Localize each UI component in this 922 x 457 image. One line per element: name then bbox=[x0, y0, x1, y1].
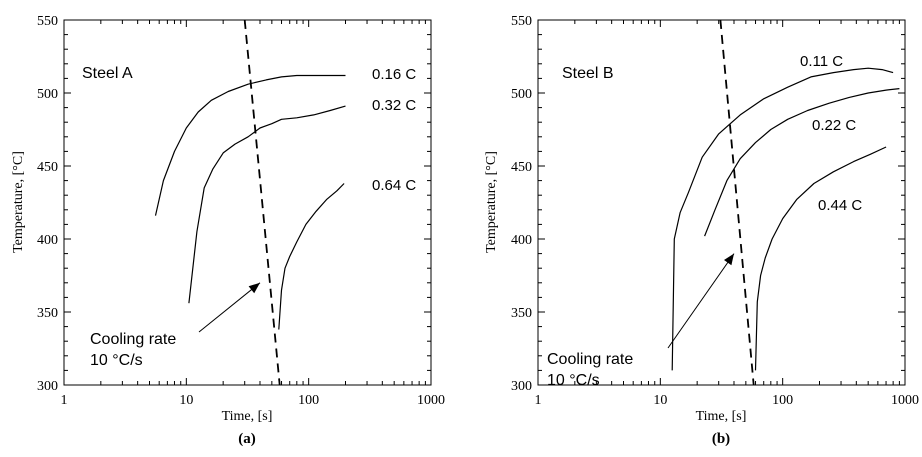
annotation-line2-a: 10 °C/s bbox=[90, 352, 143, 369]
y-tick-label: 450 bbox=[37, 160, 58, 175]
series-line-0-64-c bbox=[278, 183, 345, 330]
series-label: 0.32 C bbox=[372, 97, 416, 114]
series-label: 0.22 C bbox=[812, 117, 856, 134]
y-tick-label: 350 bbox=[511, 306, 532, 321]
x-tick-label: 1 bbox=[535, 393, 542, 408]
series-label: 0.44 C bbox=[818, 197, 862, 214]
plot-frame-b bbox=[537, 19, 906, 386]
series-line-0-11-c bbox=[671, 67, 894, 371]
x-tick-label: 1 bbox=[61, 393, 68, 408]
steel-label-a: Steel A bbox=[82, 65, 133, 82]
steel-label-b: Steel B bbox=[562, 65, 614, 82]
tick-marks-a bbox=[63, 19, 432, 386]
annotation-line2-b: 10 °C/s bbox=[547, 372, 600, 389]
y-tick-label: 300 bbox=[37, 379, 58, 394]
tick-labels-a: 1 10 100 1000 300 350 400 450 500 550 bbox=[37, 14, 445, 408]
x-tick-label: 10 bbox=[653, 393, 667, 408]
x-tick-label: 10 bbox=[179, 393, 193, 408]
series-label: 0.16 C bbox=[372, 66, 416, 83]
y-tick-label: 500 bbox=[511, 87, 532, 102]
y-tick-label: 400 bbox=[511, 233, 532, 248]
y-tick-label: 400 bbox=[37, 233, 58, 248]
y-tick-label: 500 bbox=[37, 87, 58, 102]
series-line-0-32-c bbox=[188, 105, 346, 304]
annotation-arrow-head bbox=[724, 253, 734, 266]
y-axis-label-b: Temperature, [°C] bbox=[484, 151, 499, 253]
annotation-line1-a: Cooling rate bbox=[90, 331, 176, 348]
y-axis-label-a: Temperature, [°C] bbox=[11, 151, 26, 253]
chart-panel-b: 1 10 100 1000 300 350 400 450 500 550 0.11 C 0.22 … bbox=[484, 14, 919, 447]
plot-frame-a bbox=[63, 19, 432, 386]
tick-labels-b: 1 10 100 1000 300 350 400 450 500 550 bbox=[511, 14, 919, 408]
annotation-line1-b: Cooling rate bbox=[547, 351, 633, 368]
x-axis-label-a: Time, [s] bbox=[222, 409, 273, 424]
y-tick-label: 300 bbox=[511, 379, 532, 394]
x-tick-label: 1000 bbox=[891, 393, 919, 408]
annotation-arrow-shaft bbox=[198, 282, 261, 333]
series-label: 0.11 C bbox=[800, 53, 843, 70]
cooling-rate-line bbox=[719, 19, 755, 386]
chart-panel-a: 1 10 100 1000 300 350 400 450 500 550 0.16 C 0.32 … bbox=[11, 14, 445, 447]
x-tick-label: 100 bbox=[298, 393, 319, 408]
tick-marks-b bbox=[537, 19, 906, 386]
annotation-arrow-shaft bbox=[667, 253, 735, 349]
series-label: 0.64 C bbox=[372, 177, 416, 194]
y-tick-label: 550 bbox=[37, 14, 58, 29]
y-tick-label: 550 bbox=[511, 14, 532, 29]
y-tick-label: 350 bbox=[37, 306, 58, 321]
x-tick-label: 1000 bbox=[417, 393, 445, 408]
x-tick-label: 100 bbox=[772, 393, 793, 408]
panel-label-b: (b) bbox=[712, 431, 730, 447]
series-layer-b: 0.11 C 0.22 C 0.44 C bbox=[667, 19, 900, 386]
series-layer-a: 0.16 C 0.32 C 0.64 C bbox=[154, 19, 416, 386]
series-line-0-16-c bbox=[154, 74, 346, 216]
panel-label-a: (a) bbox=[238, 431, 256, 447]
series-line-0-44-c bbox=[754, 146, 887, 371]
series-line-0-22-c bbox=[704, 88, 900, 237]
cooling-rate-line bbox=[243, 19, 281, 386]
annotation-arrow-head bbox=[248, 282, 260, 294]
x-axis-label-b: Time, [s] bbox=[696, 409, 747, 424]
y-tick-label: 450 bbox=[511, 160, 532, 175]
